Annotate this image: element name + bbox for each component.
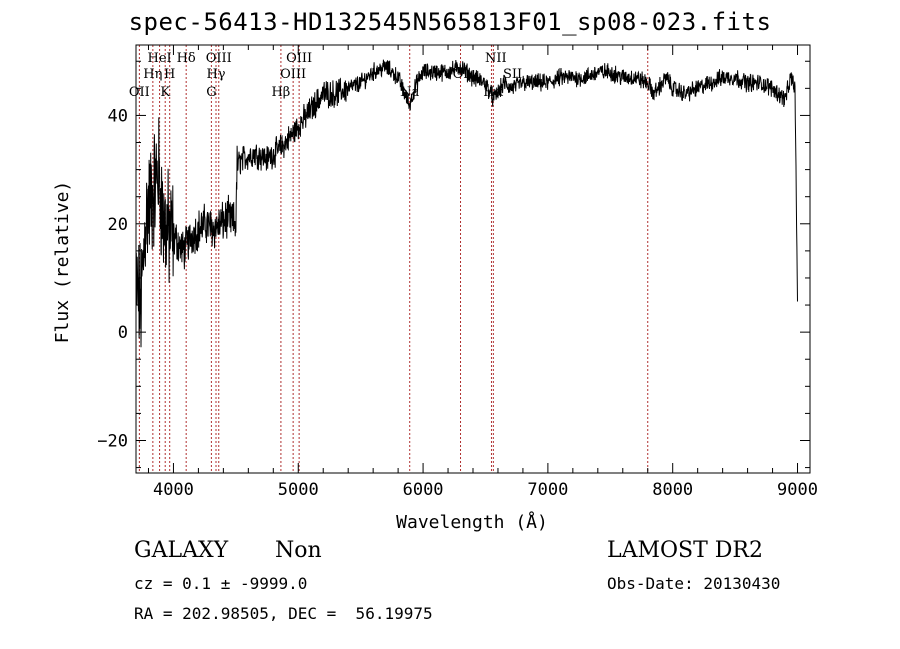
- plot-frame: [135, 44, 811, 474]
- line-label: HeI: [148, 51, 172, 66]
- survey-label: LAMOST DR2: [607, 538, 763, 563]
- line-label: OIII: [280, 67, 306, 82]
- line-label: OIII: [206, 51, 232, 66]
- emission-line-markers: [138, 45, 649, 473]
- line-label: Hα: [483, 85, 503, 100]
- y-tick-label: 40: [108, 106, 128, 126]
- chart-title: spec-56413-HD132545N565813F01_sp08-023.f…: [128, 8, 772, 36]
- x-tick-label: 6000: [403, 480, 444, 500]
- y-axis-label: Flux (relative): [52, 181, 73, 344]
- line-label: OI: [453, 67, 469, 82]
- line-label: Hη: [143, 67, 162, 82]
- y-tick-label: 20: [108, 215, 128, 235]
- spectrum-series: [135, 59, 798, 348]
- x-tick-label: 9000: [777, 480, 818, 500]
- subclass-label: Non: [275, 538, 322, 563]
- line-label: SII: [503, 67, 522, 82]
- cz-value: cz = 0.1 ± -9999.0: [134, 574, 308, 593]
- x-tick-label: 4000: [153, 480, 194, 500]
- y-tick-label: 0: [118, 323, 128, 343]
- axis-ticks: 4000 5000 6000 7000 8000 9000 −20 0 20 40: [97, 45, 818, 500]
- line-label: NII: [485, 51, 507, 66]
- x-tick-label: 8000: [652, 480, 693, 500]
- obs-date: Obs-Date: 20130430: [607, 574, 781, 593]
- spectrum-line: [135, 59, 798, 348]
- line-label: G: [206, 85, 216, 100]
- line-label: Na: [400, 85, 419, 100]
- y-tick-label: −20: [97, 431, 128, 451]
- line-label: H: [164, 67, 175, 82]
- ra-dec-coordinates: RA = 202.98505, DEC = 56.19975: [134, 604, 433, 623]
- line-label: K: [160, 85, 170, 100]
- line-label: Hδ: [177, 51, 196, 66]
- x-tick-label: 7000: [527, 480, 568, 500]
- line-label: OII: [129, 85, 150, 100]
- line-label: OIII: [286, 51, 312, 66]
- x-tick-label: 5000: [278, 480, 319, 500]
- line-label: Hγ: [206, 67, 225, 82]
- x-axis-label: Wavelength (Å): [396, 511, 548, 533]
- plot-border: [135, 44, 811, 474]
- line-label: Hβ: [271, 85, 290, 100]
- class-label: GALAXY: [134, 538, 229, 563]
